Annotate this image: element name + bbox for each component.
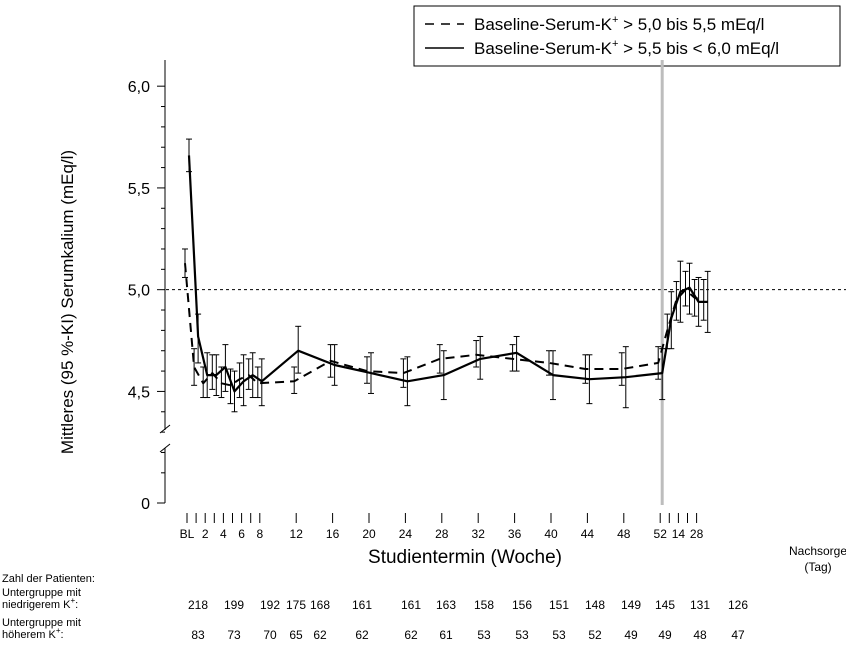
patients-count: 192 xyxy=(260,598,280,612)
patients-count: 53 xyxy=(515,628,529,642)
patients-row-label: Untergruppe mit xyxy=(2,587,81,599)
x-tick-label: 12 xyxy=(290,527,304,541)
patients-row-label: niedrigerem K+: xyxy=(2,596,78,611)
x-tick-label: 28 xyxy=(690,527,704,541)
axes: 6,0 5,5 5,0 4,5 0 Mittleres (95 %-KI) Serumka… xyxy=(58,60,846,574)
x-tick-label: 44 xyxy=(581,527,595,541)
patients-count: 62 xyxy=(355,628,369,642)
patients-count: 49 xyxy=(624,628,638,642)
y-tick-label: 4,5 xyxy=(128,384,150,401)
x-tick-label: 36 xyxy=(508,527,522,541)
legend-label: Baseline-Serum-K+ > 5,0 bis 5,5 mEq/l xyxy=(474,14,764,34)
legend-label: Baseline-Serum-K+ > 5,5 bis < 6,0 mEq/l xyxy=(474,38,779,58)
legend-box xyxy=(413,5,841,67)
x-tick-label: 2 xyxy=(202,527,209,541)
x-tick-label: 28 xyxy=(435,527,449,541)
axis-break-mark xyxy=(159,443,171,453)
patients-count: 62 xyxy=(404,628,418,642)
plot-area xyxy=(166,60,846,505)
x-tick-label: BL xyxy=(180,527,195,541)
x-tick-label: 6 xyxy=(238,527,245,541)
x-tick-label: 24 xyxy=(399,527,413,541)
patients-count: 156 xyxy=(512,598,532,612)
x-tick-label: 48 xyxy=(617,527,631,541)
x-tick-label: 32 xyxy=(472,527,486,541)
y-tick-label: 6,0 xyxy=(128,79,150,96)
patients-count: 70 xyxy=(263,628,277,642)
x-followup-title: (Tag) xyxy=(804,560,831,574)
x-tick-label: 14 xyxy=(672,527,686,541)
patients-count: 145 xyxy=(655,598,675,612)
patients-count: 53 xyxy=(477,628,491,642)
y-tick-label: 0 xyxy=(141,496,150,513)
x-tick-label: 16 xyxy=(326,527,340,541)
patients-count: 47 xyxy=(731,628,745,642)
y-tick-label: 5,5 xyxy=(128,181,150,198)
patients-row-label: höherem K+: xyxy=(2,626,64,641)
x-followup-title: Nachsorge xyxy=(789,544,846,558)
x-tick-label: 8 xyxy=(256,527,263,541)
patients-count: 161 xyxy=(352,598,372,612)
series-line xyxy=(184,263,704,387)
patients-count: 83 xyxy=(191,628,205,642)
y-axis-title: Mittleres (95 %-KI) Serumkalium (mEq/l) xyxy=(58,150,77,454)
patients-count: 61 xyxy=(439,628,453,642)
patients-count: 163 xyxy=(436,598,456,612)
patients-count: 168 xyxy=(310,598,330,612)
patients-count: 62 xyxy=(313,628,327,642)
patients-count: 148 xyxy=(585,598,605,612)
patients-count: 131 xyxy=(690,598,710,612)
x-tick-label: 20 xyxy=(362,527,376,541)
y-tick-label: 5,0 xyxy=(128,283,150,300)
x-axis-title: Studientermin (Woche) xyxy=(368,547,562,568)
patients-count: 65 xyxy=(289,628,303,642)
x-tick-label: 4 xyxy=(220,527,227,541)
patients-table-title: Zahl der Patienten: xyxy=(2,573,95,585)
patients-count: 149 xyxy=(621,598,641,612)
patients-count: 48 xyxy=(693,628,707,642)
patients-count: 73 xyxy=(227,628,241,642)
patients-count: 49 xyxy=(658,628,672,642)
series-solid xyxy=(186,138,711,413)
patients-count: 52 xyxy=(588,628,602,642)
patients-count: 126 xyxy=(728,598,748,612)
patients-table: Zahl der Patienten:Untergruppe mitniedri… xyxy=(2,573,748,642)
x-tick-label: 52 xyxy=(654,527,668,541)
patients-count: 53 xyxy=(552,628,566,642)
patients-count: 199 xyxy=(224,598,244,612)
patients-count: 175 xyxy=(286,598,306,612)
patients-count: 158 xyxy=(474,598,494,612)
patients-row-label: Untergruppe mit xyxy=(2,617,81,629)
x-tick-label: 40 xyxy=(544,527,558,541)
patients-count: 161 xyxy=(401,598,421,612)
legend: Baseline-Serum-K+ > 5,0 bis 5,5 mEq/l Bas… xyxy=(413,5,841,67)
patients-count: 151 xyxy=(549,598,569,612)
patients-count: 218 xyxy=(188,598,208,612)
series-line xyxy=(187,155,708,393)
